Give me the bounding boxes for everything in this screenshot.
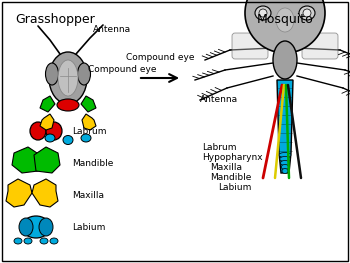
Text: Grasshopper: Grasshopper bbox=[15, 13, 95, 26]
Text: Mosquito: Mosquito bbox=[257, 13, 313, 26]
Polygon shape bbox=[6, 179, 32, 207]
Ellipse shape bbox=[81, 134, 91, 142]
Polygon shape bbox=[40, 114, 54, 130]
Text: Labrum: Labrum bbox=[72, 127, 106, 135]
Polygon shape bbox=[81, 96, 96, 112]
Ellipse shape bbox=[22, 216, 50, 238]
FancyBboxPatch shape bbox=[232, 33, 268, 59]
Ellipse shape bbox=[57, 99, 79, 111]
Ellipse shape bbox=[299, 6, 315, 20]
Ellipse shape bbox=[280, 156, 290, 161]
Ellipse shape bbox=[303, 9, 311, 17]
Polygon shape bbox=[40, 96, 55, 112]
Polygon shape bbox=[82, 114, 96, 130]
Text: Hypopharynx: Hypopharynx bbox=[202, 154, 262, 163]
Ellipse shape bbox=[30, 122, 46, 140]
Ellipse shape bbox=[63, 135, 73, 144]
Text: Antenna: Antenna bbox=[93, 26, 131, 34]
Text: Compound eye: Compound eye bbox=[88, 65, 156, 74]
Text: Antenna: Antenna bbox=[200, 95, 238, 104]
Polygon shape bbox=[12, 147, 40, 173]
Ellipse shape bbox=[280, 160, 289, 165]
Text: Labrum: Labrum bbox=[202, 144, 237, 153]
Ellipse shape bbox=[14, 238, 22, 244]
Ellipse shape bbox=[46, 122, 62, 140]
Text: Maxilla: Maxilla bbox=[72, 190, 104, 200]
Ellipse shape bbox=[273, 41, 297, 79]
Ellipse shape bbox=[19, 218, 33, 236]
Ellipse shape bbox=[279, 153, 291, 158]
Text: Maxilla: Maxilla bbox=[210, 164, 242, 173]
Ellipse shape bbox=[276, 8, 294, 32]
Ellipse shape bbox=[45, 134, 55, 142]
Polygon shape bbox=[32, 179, 58, 207]
Text: Mandible: Mandible bbox=[210, 174, 251, 183]
Text: Labium: Labium bbox=[72, 222, 105, 231]
Ellipse shape bbox=[46, 63, 58, 85]
Ellipse shape bbox=[282, 169, 288, 174]
Polygon shape bbox=[277, 80, 293, 173]
Ellipse shape bbox=[255, 6, 271, 20]
Ellipse shape bbox=[50, 238, 58, 244]
Ellipse shape bbox=[259, 9, 267, 17]
Text: Mandible: Mandible bbox=[72, 159, 113, 168]
Ellipse shape bbox=[39, 218, 53, 236]
FancyBboxPatch shape bbox=[302, 33, 338, 59]
Circle shape bbox=[245, 0, 325, 53]
Ellipse shape bbox=[77, 63, 91, 85]
Text: Labium: Labium bbox=[218, 184, 251, 193]
Ellipse shape bbox=[24, 238, 32, 244]
Ellipse shape bbox=[281, 164, 289, 169]
Ellipse shape bbox=[58, 60, 78, 96]
Ellipse shape bbox=[49, 52, 87, 104]
Ellipse shape bbox=[40, 238, 48, 244]
Text: Compound eye: Compound eye bbox=[126, 53, 194, 62]
Polygon shape bbox=[34, 147, 60, 173]
